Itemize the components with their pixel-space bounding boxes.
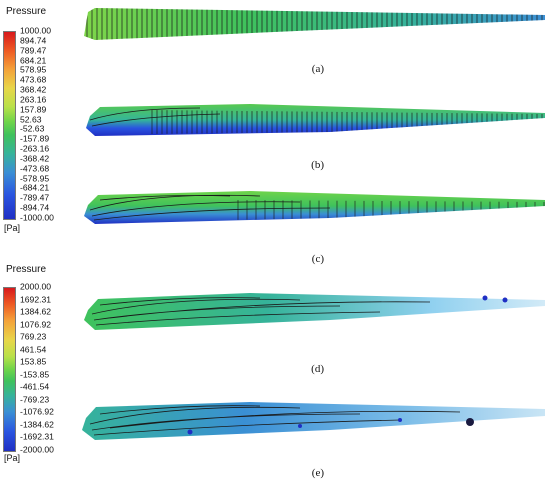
panel-label-c: (c)	[311, 253, 324, 265]
legend-tick-label: 769.23	[20, 331, 47, 342]
panel-label-a: (a)	[311, 63, 324, 75]
legend-tick-label: -1000.00	[20, 212, 54, 223]
blade-panel-a	[84, 8, 545, 40]
legend-title: Pressure	[6, 264, 47, 275]
legend-tick-label: 894.74	[20, 35, 47, 46]
legend-unit: [Pa]	[4, 453, 21, 463]
legend-tick-label: -578.95	[20, 173, 50, 184]
blade-panel-e	[82, 402, 545, 440]
legend-tick-label: -153.85	[20, 369, 50, 380]
legend-tick-label: 157.89	[20, 104, 47, 115]
legend-tick-label: -894.74	[20, 202, 50, 213]
legend-tick-label: -769.23	[20, 394, 50, 405]
legend-tick-label: -1384.62	[20, 419, 54, 430]
legend-tick-label: -52.63	[20, 124, 45, 135]
blade-panel-b	[86, 104, 545, 136]
legend-tick-label: -368.42	[20, 153, 50, 164]
legend-tick-label: -461.54	[20, 382, 50, 392]
blade-panel-c	[84, 191, 545, 224]
legend-tick-label: 1076.92	[20, 319, 52, 330]
legend-tick-label: 2000.00	[20, 281, 52, 292]
legend-tick-label: -157.89	[20, 133, 50, 144]
legend-tick-label: -789.47	[20, 193, 50, 204]
legend-tick-label: -473.68	[20, 163, 50, 174]
blade-panel-d	[84, 293, 545, 330]
legend-tick-label: -263.16	[20, 143, 50, 154]
legend-tick-label: 1000.00	[20, 25, 52, 36]
legend-tick-label: 368.42	[20, 84, 47, 95]
legend-tick-label: 473.68	[20, 74, 47, 85]
panel-label-d: (d)	[311, 363, 324, 375]
legend-tick-label: 263.16	[20, 94, 47, 105]
legend-tick-label: -2000.00	[20, 444, 54, 455]
color-scale-bar	[3, 31, 16, 220]
legend-tick-label: 153.85	[20, 356, 47, 367]
legend-tick-label: 1384.62	[20, 306, 52, 317]
color-scale-bar	[3, 287, 16, 452]
legend-tick-label: 789.47	[20, 45, 47, 56]
legend-tick-label: 52.63	[20, 114, 42, 125]
legend-unit: [Pa]	[4, 223, 21, 233]
legend-tick-label: 1692.31	[20, 294, 52, 305]
legend-tick-label: 461.54	[20, 344, 47, 355]
legend-tick-label: -684.21	[20, 183, 50, 194]
legend-tick-label: 684.21	[20, 55, 47, 66]
panel-label-b: (b)	[311, 159, 324, 171]
legend-tick-label: 578.95	[20, 65, 47, 76]
panel-label-e: (e)	[311, 467, 324, 479]
legend-tick-label: -1076.92	[20, 407, 54, 418]
legend-title: Pressure	[6, 6, 47, 17]
legend-tick-label: -1692.31	[20, 432, 54, 443]
